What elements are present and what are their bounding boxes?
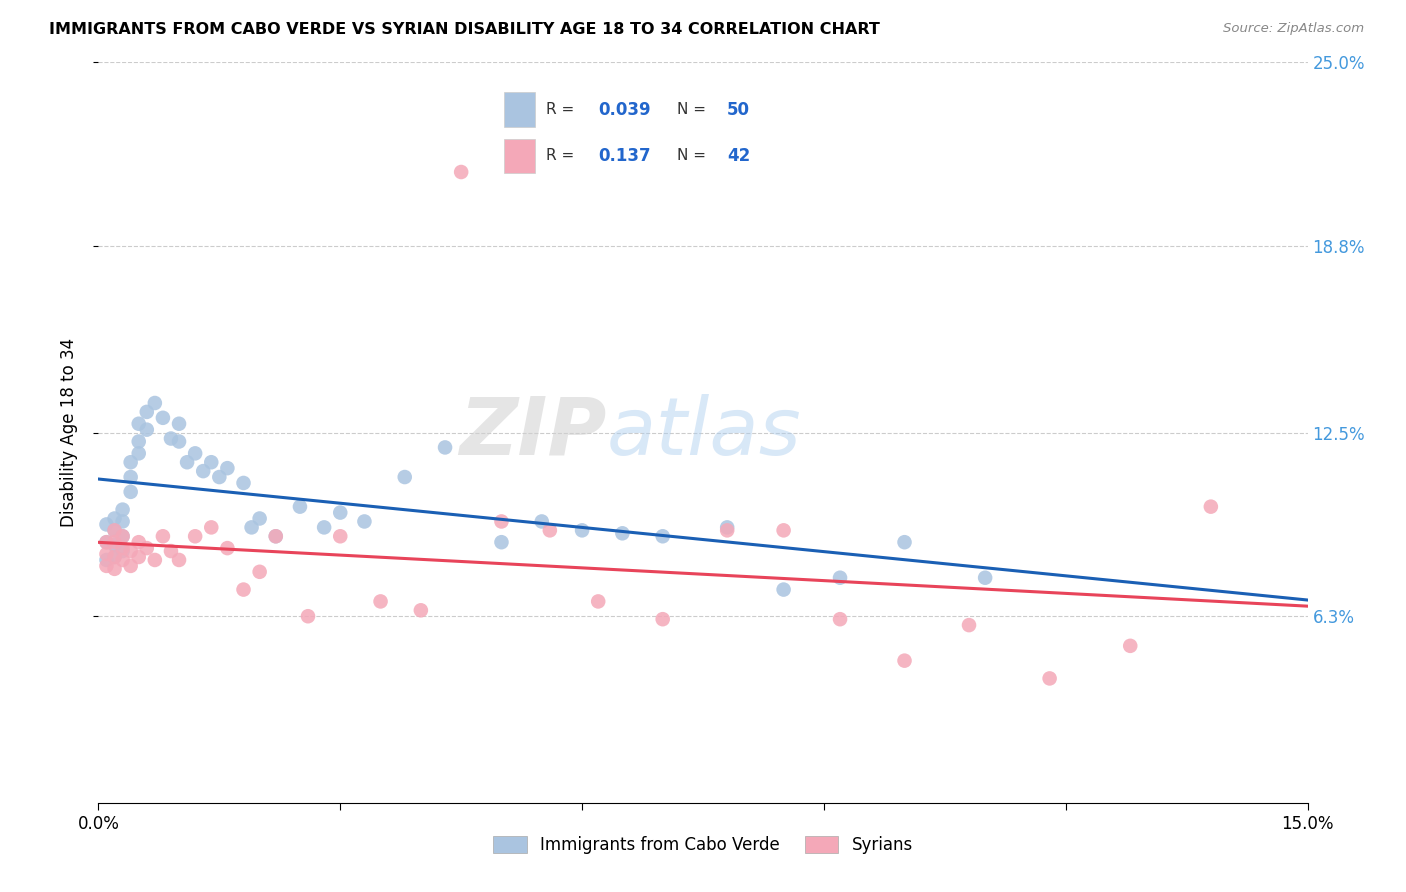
Point [409, 603, 432, 617]
Point [160, 432, 183, 446]
Point [394, 470, 416, 484]
Point [772, 524, 794, 538]
Point [571, 524, 593, 538]
Point [716, 520, 738, 534]
Point [450, 165, 472, 179]
Point [586, 594, 609, 608]
Point [1199, 500, 1222, 514]
Point [96, 535, 118, 549]
Point [530, 515, 553, 529]
Point [329, 506, 352, 520]
Point [135, 405, 157, 419]
Point [329, 529, 352, 543]
Point [297, 609, 319, 624]
Point [128, 549, 150, 564]
Point [128, 417, 150, 431]
Point [264, 529, 287, 543]
Point [111, 529, 134, 543]
Point [208, 470, 231, 484]
Point [217, 541, 239, 555]
Point [111, 502, 134, 516]
Point [828, 571, 851, 585]
Point [152, 410, 174, 425]
Point [288, 500, 311, 514]
Point [128, 434, 150, 449]
Point [184, 446, 207, 460]
Point [538, 524, 561, 538]
Point [111, 541, 134, 555]
Point [120, 558, 142, 573]
Point [217, 461, 239, 475]
Point [143, 396, 166, 410]
Point [103, 524, 125, 538]
Point [120, 484, 142, 499]
Point [491, 515, 513, 529]
Point [651, 529, 673, 543]
Y-axis label: Disability Age 18 to 34: Disability Age 18 to 34 [59, 338, 77, 527]
Point [143, 553, 166, 567]
Text: Source: ZipAtlas.com: Source: ZipAtlas.com [1223, 22, 1364, 36]
Point [103, 562, 125, 576]
Point [160, 544, 183, 558]
Point [193, 464, 215, 478]
Point [828, 612, 851, 626]
Point [103, 549, 125, 564]
Point [103, 524, 125, 538]
Point [103, 535, 125, 549]
Point [176, 455, 198, 469]
Point [96, 558, 118, 573]
Point [491, 535, 513, 549]
Point [314, 520, 336, 534]
Point [167, 434, 190, 449]
Point [1039, 672, 1062, 686]
Point [232, 475, 254, 490]
Point [152, 529, 174, 543]
Point [103, 538, 125, 552]
Point [893, 654, 915, 668]
Point [1119, 639, 1142, 653]
Point [111, 553, 134, 567]
Point [612, 526, 634, 541]
Point [96, 535, 118, 549]
Point [167, 417, 190, 431]
Text: atlas: atlas [606, 393, 801, 472]
Point [96, 547, 118, 561]
Point [370, 594, 392, 608]
Point [240, 520, 263, 534]
Point [249, 511, 271, 525]
Text: ZIP: ZIP [458, 393, 606, 472]
Point [103, 511, 125, 525]
Point [249, 565, 271, 579]
Point [103, 549, 125, 564]
Point [184, 529, 207, 543]
Point [120, 544, 142, 558]
Point [111, 529, 134, 543]
Point [893, 535, 915, 549]
Point [200, 520, 222, 534]
Point [651, 612, 673, 626]
Point [167, 553, 190, 567]
Point [200, 455, 222, 469]
Point [232, 582, 254, 597]
Point [96, 553, 118, 567]
Point [120, 470, 142, 484]
Point [120, 455, 142, 469]
Point [128, 446, 150, 460]
Point [135, 423, 157, 437]
Point [111, 515, 134, 529]
Point [716, 524, 738, 538]
Point [974, 571, 997, 585]
Point [128, 535, 150, 549]
Point [111, 544, 134, 558]
Legend: Immigrants from Cabo Verde, Syrians: Immigrants from Cabo Verde, Syrians [486, 830, 920, 861]
Point [135, 541, 157, 555]
Point [264, 529, 287, 543]
Point [353, 515, 375, 529]
Point [96, 517, 118, 532]
Point [772, 582, 794, 597]
Text: IMMIGRANTS FROM CABO VERDE VS SYRIAN DISABILITY AGE 18 TO 34 CORRELATION CHART: IMMIGRANTS FROM CABO VERDE VS SYRIAN DIS… [49, 22, 880, 37]
Point [434, 441, 457, 455]
Point [957, 618, 980, 632]
